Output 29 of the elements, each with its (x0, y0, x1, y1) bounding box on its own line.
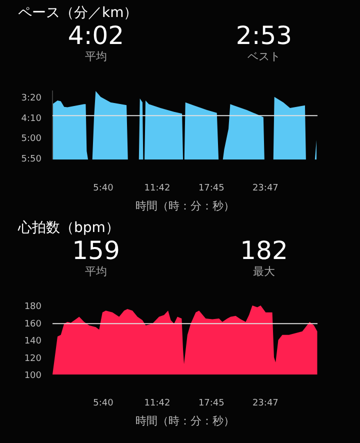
y-tick-label: 3:20 (21, 94, 42, 104)
text: 2:53 (234, 21, 294, 50)
x-tick-label: 23:47 (252, 398, 278, 408)
y-tick-label: 140 (24, 336, 42, 346)
y-tick-label: 120 (24, 354, 42, 364)
y-tick-label: 180 (24, 302, 42, 312)
chart-title: 心拍数（bpm） (16, 219, 120, 237)
y-tick-label: 5:50 (21, 154, 42, 164)
text: 182 (239, 236, 289, 265)
x-tick-label: 5:40 (93, 398, 114, 408)
y-tick-label: 100 (24, 371, 42, 381)
x-axis-title: 時間（時：分：秒） (136, 414, 234, 428)
y-tick-label: 5:00 (21, 134, 42, 144)
x-tick-label: 23:47 (252, 184, 278, 194)
x-tick-label: 17:45 (198, 398, 224, 408)
text: 平均 (84, 50, 108, 64)
x-tick-label: 11:42 (144, 184, 170, 194)
text: ベスト (246, 50, 282, 64)
text: 4:02 (66, 21, 126, 50)
chart-title: ペース（分／km） (17, 4, 139, 22)
y-tick-label: 4:10 (21, 114, 42, 124)
x-tick-label: 11:42 (144, 398, 170, 408)
x-tick-label: 17:45 (198, 184, 224, 194)
text: 159 (71, 236, 121, 265)
x-tick-label: 5:40 (93, 184, 114, 194)
y-tick-label: 160 (24, 319, 42, 330)
text: 最大 (252, 265, 276, 279)
text: 平均 (84, 265, 108, 279)
x-axis-title: 時間（時：分：秒） (136, 200, 234, 212)
